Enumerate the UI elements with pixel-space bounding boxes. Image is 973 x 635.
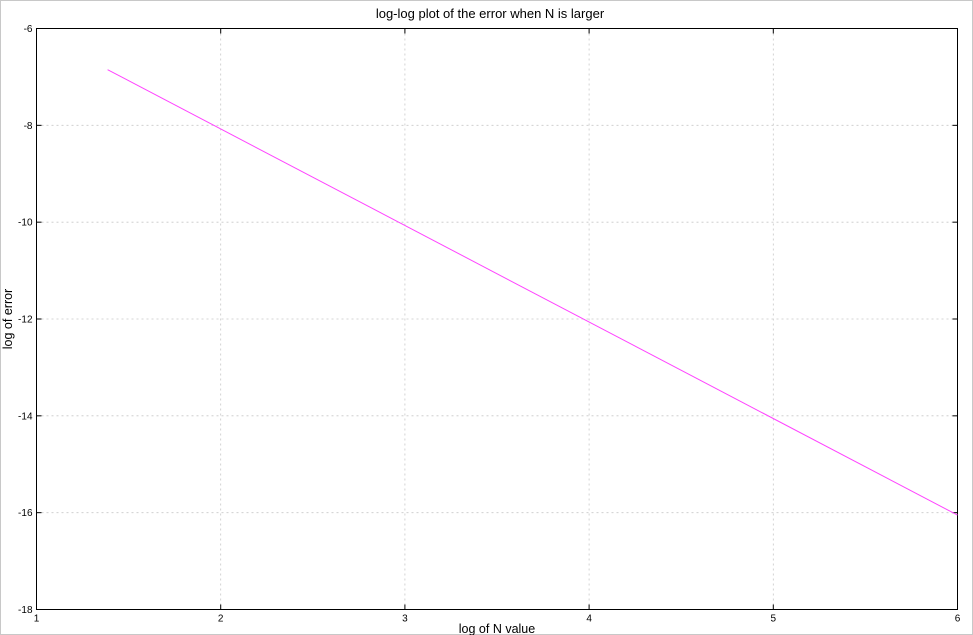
y-tick-label: -12 [18, 315, 33, 326]
x-tick-label: 3 [402, 614, 408, 625]
chart-title: log-log plot of the error when N is larg… [376, 6, 605, 21]
x-tick-label: 1 [34, 614, 40, 625]
x-tick-label: 4 [586, 614, 592, 625]
x-tick-label: 6 [955, 614, 961, 625]
y-axis-label: log of error [1, 289, 15, 349]
y-tick-label: -8 [24, 121, 33, 132]
grid [36, 28, 958, 610]
x-tick-label: 2 [218, 614, 224, 625]
y-tick-label: -16 [18, 508, 33, 519]
y-tick-label: -6 [24, 24, 33, 35]
y-tick-label: -18 [18, 605, 33, 616]
x-tick-label: 5 [771, 614, 777, 625]
axis-ticks: 1 2 3 4 5 6 -18 -16 -14 -12 -10 -8 -6 [18, 24, 961, 625]
y-tick-label: -14 [18, 411, 33, 422]
error-series-line [107, 69, 958, 516]
x-axis-label: log of N value [459, 622, 535, 635]
y-tick-label: -10 [18, 218, 33, 229]
series-group [107, 69, 958, 516]
